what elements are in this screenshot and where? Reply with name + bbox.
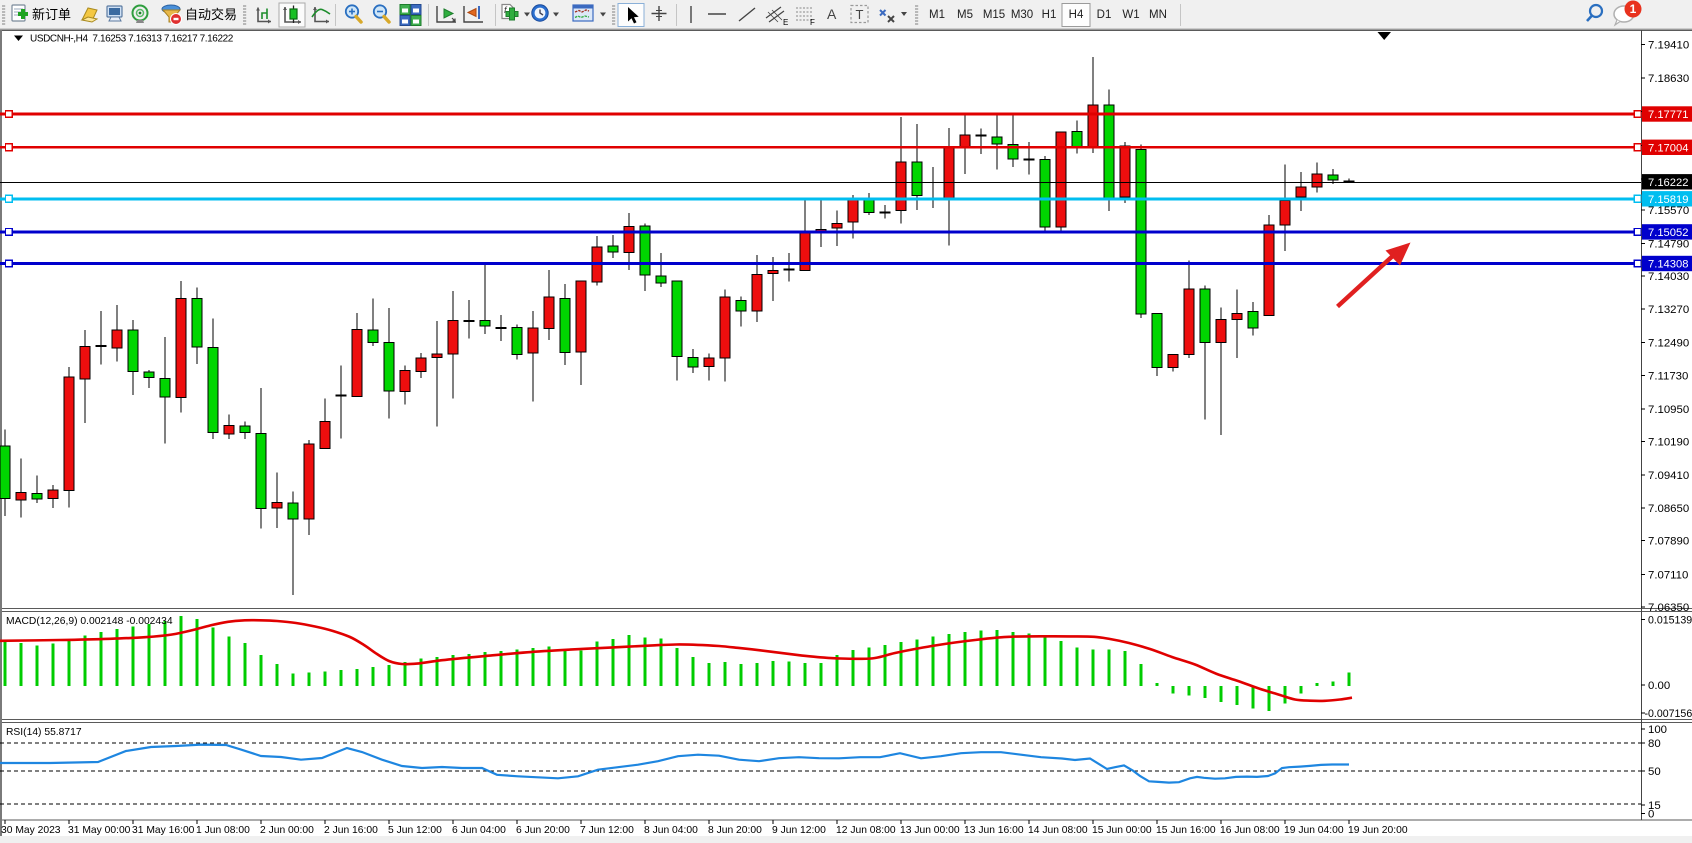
svg-text:14 Jun 08:00: 14 Jun 08:00 — [1028, 825, 1088, 836]
svg-text:7 Jun 12:00: 7 Jun 12:00 — [580, 825, 634, 836]
svg-text:RSI(14) 55.8717: RSI(14) 55.8717 — [6, 727, 82, 738]
svg-text:7.17004: 7.17004 — [1648, 142, 1688, 154]
svg-text:0: 0 — [1648, 808, 1654, 820]
svg-text:7.09410: 7.09410 — [1648, 470, 1689, 482]
svg-text:H1: H1 — [1042, 9, 1057, 21]
svg-text:7.15052: 7.15052 — [1648, 227, 1688, 239]
svg-text:12 Jun 08:00: 12 Jun 08:00 — [836, 825, 896, 836]
svg-text:5 Jun 12:00: 5 Jun 12:00 — [388, 825, 442, 836]
svg-text:7.10950: 7.10950 — [1648, 404, 1689, 416]
svg-text:50: 50 — [1648, 766, 1661, 778]
svg-text:自动交易: 自动交易 — [185, 7, 237, 22]
svg-text:2 Jun 16:00: 2 Jun 16:00 — [324, 825, 378, 836]
svg-text:31 May 00:00: 31 May 00:00 — [68, 825, 131, 836]
svg-text:16 Jun 08:00: 16 Jun 08:00 — [1220, 825, 1280, 836]
svg-text:H4: H4 — [1069, 9, 1084, 21]
svg-text:7.14790: 7.14790 — [1648, 239, 1689, 251]
svg-text:2 Jun 00:00: 2 Jun 00:00 — [260, 825, 314, 836]
svg-text:MN: MN — [1149, 9, 1167, 21]
svg-text:7.15819: 7.15819 — [1648, 194, 1688, 206]
svg-text:7.07890: 7.07890 — [1648, 536, 1689, 548]
svg-text:7.14030: 7.14030 — [1648, 271, 1689, 283]
svg-text:7.06350: 7.06350 — [1648, 602, 1689, 614]
svg-text:7.08650: 7.08650 — [1648, 503, 1689, 515]
svg-text:USDCNH-,H4 7.16253 7.16313 7.: USDCNH-,H4 7.16253 7.16313 7.16217 7.162… — [30, 34, 234, 45]
svg-text:E: E — [783, 18, 788, 27]
svg-text:0.015139: 0.015139 — [1648, 614, 1692, 626]
svg-text:7.15570: 7.15570 — [1648, 205, 1689, 217]
svg-text:MACD(12,26,9) 0.002148 -0.0024: MACD(12,26,9) 0.002148 -0.002434 — [6, 616, 173, 627]
svg-text:M5: M5 — [957, 9, 973, 21]
svg-text:15: 15 — [1648, 800, 1661, 812]
svg-text:A: A — [827, 6, 837, 22]
svg-text:7.19410: 7.19410 — [1648, 40, 1689, 52]
svg-text:8 Jun 04:00: 8 Jun 04:00 — [644, 825, 698, 836]
svg-text:19 Jun 20:00: 19 Jun 20:00 — [1348, 825, 1408, 836]
svg-text:13 Jun 16:00: 13 Jun 16:00 — [964, 825, 1024, 836]
svg-text:M1: M1 — [929, 9, 945, 21]
svg-text:T: T — [856, 7, 864, 22]
svg-text:15 Jun 16:00: 15 Jun 16:00 — [1156, 825, 1216, 836]
svg-text:7.11730: 7.11730 — [1648, 370, 1688, 382]
svg-text:0.00: 0.00 — [1648, 680, 1670, 692]
svg-text:-0.007156: -0.007156 — [1645, 708, 1692, 720]
svg-text:1: 1 — [1630, 2, 1637, 16]
svg-text:15 Jun 00:00: 15 Jun 00:00 — [1092, 825, 1152, 836]
svg-text:7.17771: 7.17771 — [1648, 109, 1688, 121]
svg-text:100: 100 — [1648, 724, 1667, 736]
svg-text:13 Jun 00:00: 13 Jun 00:00 — [900, 825, 960, 836]
svg-text:7.10190: 7.10190 — [1648, 437, 1689, 449]
svg-text:7.18630: 7.18630 — [1648, 73, 1689, 85]
svg-text:7.16222: 7.16222 — [1648, 177, 1688, 189]
svg-text:9 Jun 12:00: 9 Jun 12:00 — [772, 825, 826, 836]
svg-text:D1: D1 — [1097, 9, 1112, 21]
svg-text:M30: M30 — [1011, 9, 1033, 21]
svg-text:M15: M15 — [983, 9, 1005, 21]
svg-text:7.13270: 7.13270 — [1648, 304, 1689, 316]
svg-text:F: F — [810, 18, 815, 27]
svg-text:7.07110: 7.07110 — [1648, 569, 1688, 581]
svg-text:W1: W1 — [1122, 9, 1139, 21]
svg-text:31 May 16:00: 31 May 16:00 — [132, 825, 195, 836]
svg-text:新订单: 新订单 — [32, 7, 71, 22]
svg-text:1 Jun 08:00: 1 Jun 08:00 — [196, 825, 250, 836]
svg-text:7.12490: 7.12490 — [1648, 338, 1689, 350]
svg-text:80: 80 — [1648, 738, 1661, 750]
svg-text:19 Jun 04:00: 19 Jun 04:00 — [1284, 825, 1344, 836]
svg-text:6 Jun 04:00: 6 Jun 04:00 — [452, 825, 506, 836]
svg-text:8 Jun 20:00: 8 Jun 20:00 — [708, 825, 762, 836]
svg-text:6 Jun 20:00: 6 Jun 20:00 — [516, 825, 570, 836]
svg-text:f: f — [504, 5, 508, 15]
svg-text:7.14308: 7.14308 — [1648, 259, 1688, 271]
svg-text:30 May 2023: 30 May 2023 — [1, 825, 61, 836]
